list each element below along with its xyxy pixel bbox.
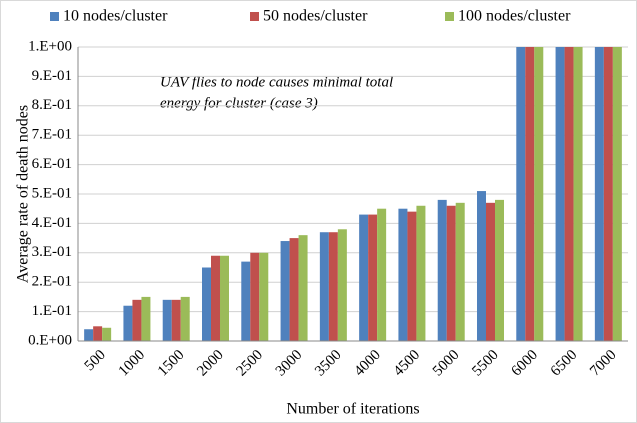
y-tick-label: 9.E-01 — [32, 68, 72, 84]
bar — [84, 329, 94, 341]
bar — [525, 47, 535, 341]
bar — [162, 299, 172, 341]
legend-label: 50 nodes/cluster — [263, 8, 368, 25]
bar — [377, 208, 387, 341]
bar — [211, 255, 220, 341]
bar — [202, 267, 211, 341]
bar — [446, 205, 456, 341]
y-tick-label: 2.E-01 — [32, 274, 72, 290]
legend-swatch — [50, 12, 59, 21]
bar — [437, 199, 447, 341]
y-axis-title: Average rate of death nodes — [15, 105, 32, 283]
y-tick-label: 6.E-01 — [32, 156, 72, 172]
y-tick-label: 3.E-01 — [32, 244, 72, 260]
bar — [250, 252, 260, 341]
annotation: energy for cluster (case 3) — [160, 95, 318, 111]
bar — [555, 47, 565, 341]
bar — [534, 47, 544, 341]
bar — [319, 232, 329, 341]
y-tick-label: 1.E-01 — [32, 303, 72, 319]
bar — [220, 255, 229, 341]
bar — [416, 205, 426, 341]
legend-label: 10 nodes/cluster — [63, 8, 168, 25]
bar — [359, 214, 369, 341]
x-axis-title: Number of iterations — [286, 401, 419, 418]
y-tick-label: 0.E+00 — [28, 332, 72, 348]
bar — [564, 47, 574, 341]
bar — [337, 229, 347, 341]
bar — [102, 327, 112, 341]
bar — [455, 202, 465, 341]
bar — [171, 299, 181, 341]
bar — [486, 202, 495, 341]
bar — [368, 214, 378, 341]
y-tick-label: 4.E-01 — [32, 215, 72, 231]
bar — [241, 261, 251, 341]
legend-label: 100 nodes/cluster — [458, 8, 571, 25]
y-tick-label: 7.E-01 — [32, 127, 72, 143]
bar — [298, 235, 308, 341]
bar — [123, 305, 133, 341]
legend-swatch — [250, 12, 259, 21]
bar — [259, 252, 269, 341]
y-tick-label: 5.E-01 — [32, 185, 72, 201]
legend-swatch — [445, 12, 454, 21]
bar — [594, 47, 604, 341]
y-tick-label: 8.E-01 — [32, 97, 72, 113]
bar — [141, 296, 151, 341]
bar — [603, 47, 613, 341]
bar — [573, 47, 583, 341]
bar — [398, 208, 408, 341]
bar — [132, 299, 142, 341]
y-tick-label: 1.E+00 — [28, 38, 72, 54]
bar — [328, 232, 338, 341]
bar — [516, 47, 526, 341]
bar — [477, 191, 486, 341]
annotation: UAV flies to node causes minimal total — [160, 74, 393, 90]
bar — [93, 326, 103, 341]
bar — [289, 238, 299, 341]
bar — [280, 241, 290, 341]
bar — [180, 296, 190, 341]
bar — [407, 211, 417, 341]
bar — [612, 47, 622, 341]
bar — [495, 199, 504, 341]
